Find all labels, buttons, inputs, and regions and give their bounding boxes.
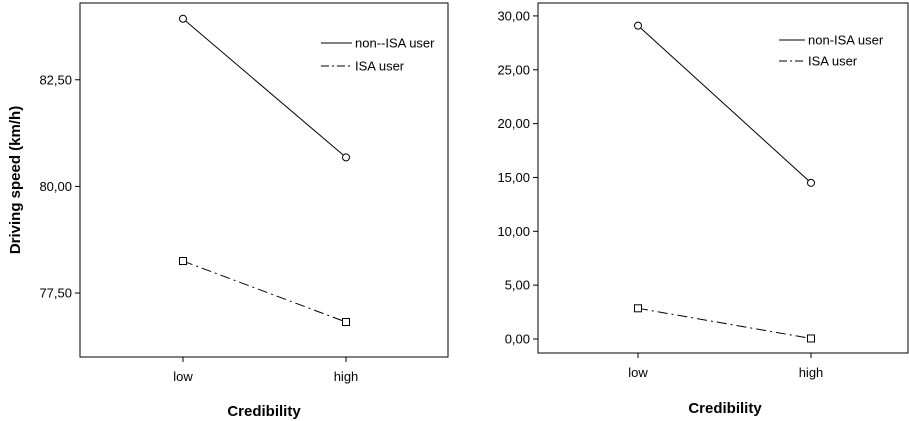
x-axis-title: Credibility — [227, 403, 301, 420]
y-tick-label: 25,00 — [497, 62, 530, 77]
y-tick-label: 82,50 — [39, 72, 72, 87]
y-tick-label: 77,50 — [39, 286, 72, 301]
series-line-2 — [637, 307, 812, 339]
data-point-circle — [179, 14, 187, 23]
x-tick-label: high — [799, 365, 824, 380]
series-line-1 — [637, 25, 812, 184]
data-point-square — [634, 304, 642, 313]
x-axis-title: Credibility — [688, 400, 762, 417]
data-point-square — [342, 318, 350, 327]
y-tick-label: 10,00 — [497, 224, 530, 239]
data-point-circle — [342, 153, 350, 162]
x-tick-label: low — [628, 365, 648, 380]
y-tick-label: 15,00 — [497, 170, 530, 185]
legend-label: non-ISA user — [808, 33, 884, 48]
series-line-2 — [182, 260, 347, 323]
data-point-circle — [807, 178, 815, 187]
plot-frame — [537, 2, 909, 354]
x-tick-label: low — [173, 369, 193, 384]
chart-panel-1: 77,50 80,00 82,50 low high Credibility Driving… — [7, 2, 449, 420]
chart-panel-2: 0,00 5,00 10,00 15,00 20,00 25,00 30,00 low high… — [497, 2, 909, 417]
y-tick-label: 5,00 — [505, 278, 530, 293]
y-tick-label: 80,00 — [39, 179, 72, 194]
legend-label: non--ISA user — [355, 36, 435, 51]
y-axis-title: Driving speed (km/h) — [7, 106, 24, 254]
y-tick-label: 30,00 — [497, 8, 530, 23]
x-tick-label: high — [334, 369, 359, 384]
y-tick-label: 0,00 — [505, 332, 530, 347]
legend-label: ISA user — [808, 54, 858, 69]
y-tick-label: 20,00 — [497, 116, 530, 131]
plot-frame — [79, 2, 449, 358]
data-point-square — [179, 257, 187, 266]
legend-label: ISA user — [355, 59, 405, 74]
series-line-1 — [182, 18, 347, 158]
data-point-circle — [634, 21, 642, 30]
data-point-square — [807, 334, 815, 343]
